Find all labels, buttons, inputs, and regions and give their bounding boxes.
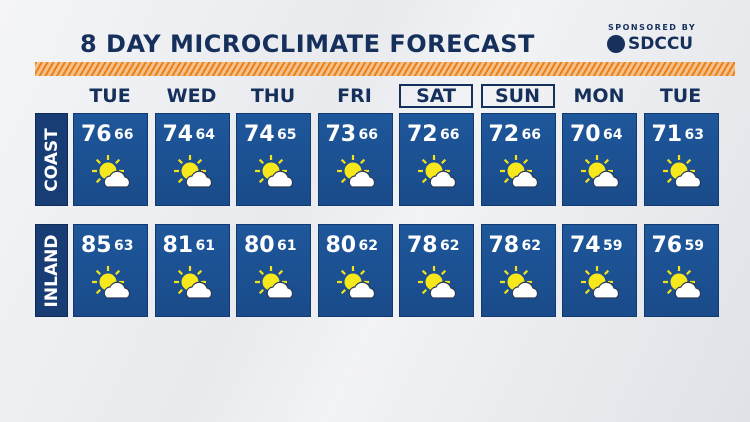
forecast-cell: 73 66: [317, 113, 393, 206]
low-temp: 66: [114, 127, 134, 143]
high-temp: 71: [651, 122, 683, 147]
weather-icon: [581, 266, 620, 299]
low-temp: 66: [521, 127, 541, 143]
forecast-cell: 70 64: [562, 113, 637, 206]
low-temp: 66: [358, 127, 378, 143]
high-temp: 80: [325, 233, 357, 258]
sponsor-logo: [607, 35, 625, 53]
weather-icon: [92, 266, 131, 299]
low-temp: 66: [440, 127, 460, 143]
low-temp: 64: [195, 127, 215, 143]
day-label: FRI: [337, 85, 372, 107]
high-temp: 73: [325, 122, 357, 147]
forecast-cell: 78 62: [399, 224, 474, 317]
forecast-cell: 74 64: [154, 113, 230, 206]
high-temp: 74: [244, 122, 275, 147]
forecast-cell: 76 66: [73, 113, 148, 206]
sponsor: SDCCU: [628, 34, 694, 54]
high-temp: 76: [651, 233, 683, 258]
day-label: SAT: [399, 84, 473, 108]
forecast-cell: 72 66: [399, 113, 474, 206]
weather-icon: [662, 266, 701, 299]
high-temp: 74: [162, 122, 194, 147]
low-temp: 59: [684, 238, 704, 254]
high-temp: 76: [81, 122, 112, 147]
row-label: INLAND: [35, 224, 68, 317]
forecast-cell: 72 66: [480, 113, 556, 206]
day-label: TUE: [89, 85, 131, 107]
weather-icon: [173, 155, 212, 188]
row-label-text: INLAND: [41, 234, 62, 307]
forecast-cell: 80 62: [317, 224, 393, 317]
day-label: MON: [573, 85, 625, 107]
low-temp: 62: [440, 238, 460, 254]
row-label-text: COAST: [41, 127, 62, 192]
weather-icon: [92, 155, 131, 188]
high-temp: 81: [162, 233, 194, 258]
day-label: THU: [250, 85, 296, 107]
weather-icon: [255, 266, 294, 299]
row-label: COAST: [35, 113, 68, 206]
weather-icon: [499, 155, 538, 188]
weather-icon: [173, 266, 212, 299]
high-temp: 74: [570, 233, 601, 258]
weather-icon: [418, 155, 457, 188]
day-label: SUN: [480, 84, 555, 108]
high-temp: 78: [488, 233, 520, 258]
weather-icon: [499, 266, 538, 299]
divider-stripe: [35, 62, 735, 76]
low-temp: 61: [195, 238, 215, 254]
low-temp: 64: [603, 127, 623, 143]
title: 8 DAY MICROCLIMATE FORECAST: [80, 30, 535, 58]
forecast-cell: 85 63: [73, 224, 148, 317]
high-temp: 72: [488, 122, 520, 147]
forecast-cell: 74 65: [236, 113, 311, 206]
forecast-cell: 80 61: [236, 224, 311, 317]
forecast-cell: 78 62: [480, 224, 556, 317]
high-temp: 70: [570, 122, 601, 147]
low-temp: 65: [277, 127, 297, 143]
high-temp: 78: [407, 233, 438, 258]
forecast-cell: 76 59: [643, 224, 719, 317]
high-temp: 85: [81, 233, 112, 258]
weather-icon: [662, 155, 701, 188]
low-temp: 61: [277, 238, 297, 254]
high-temp: 80: [244, 233, 275, 258]
day-label: TUE: [659, 85, 702, 107]
day-label: WED: [166, 85, 217, 107]
weather-icon: [336, 155, 375, 188]
sponsor-label: SPONSORED BY: [608, 23, 697, 32]
weather-icon: [255, 155, 294, 188]
forecast-cell: 74 59: [562, 224, 637, 317]
low-temp: 62: [358, 238, 378, 254]
weather-icon: [581, 155, 620, 188]
weather-icon: [418, 266, 457, 299]
forecast-cell: 81 61: [154, 224, 230, 317]
low-temp: 63: [114, 238, 134, 254]
low-temp: 59: [603, 238, 623, 254]
forecast-cell: 71 63: [643, 113, 719, 206]
weather-icon: [336, 266, 375, 299]
low-temp: 62: [521, 238, 541, 254]
low-temp: 63: [684, 127, 704, 143]
high-temp: 72: [407, 122, 438, 147]
